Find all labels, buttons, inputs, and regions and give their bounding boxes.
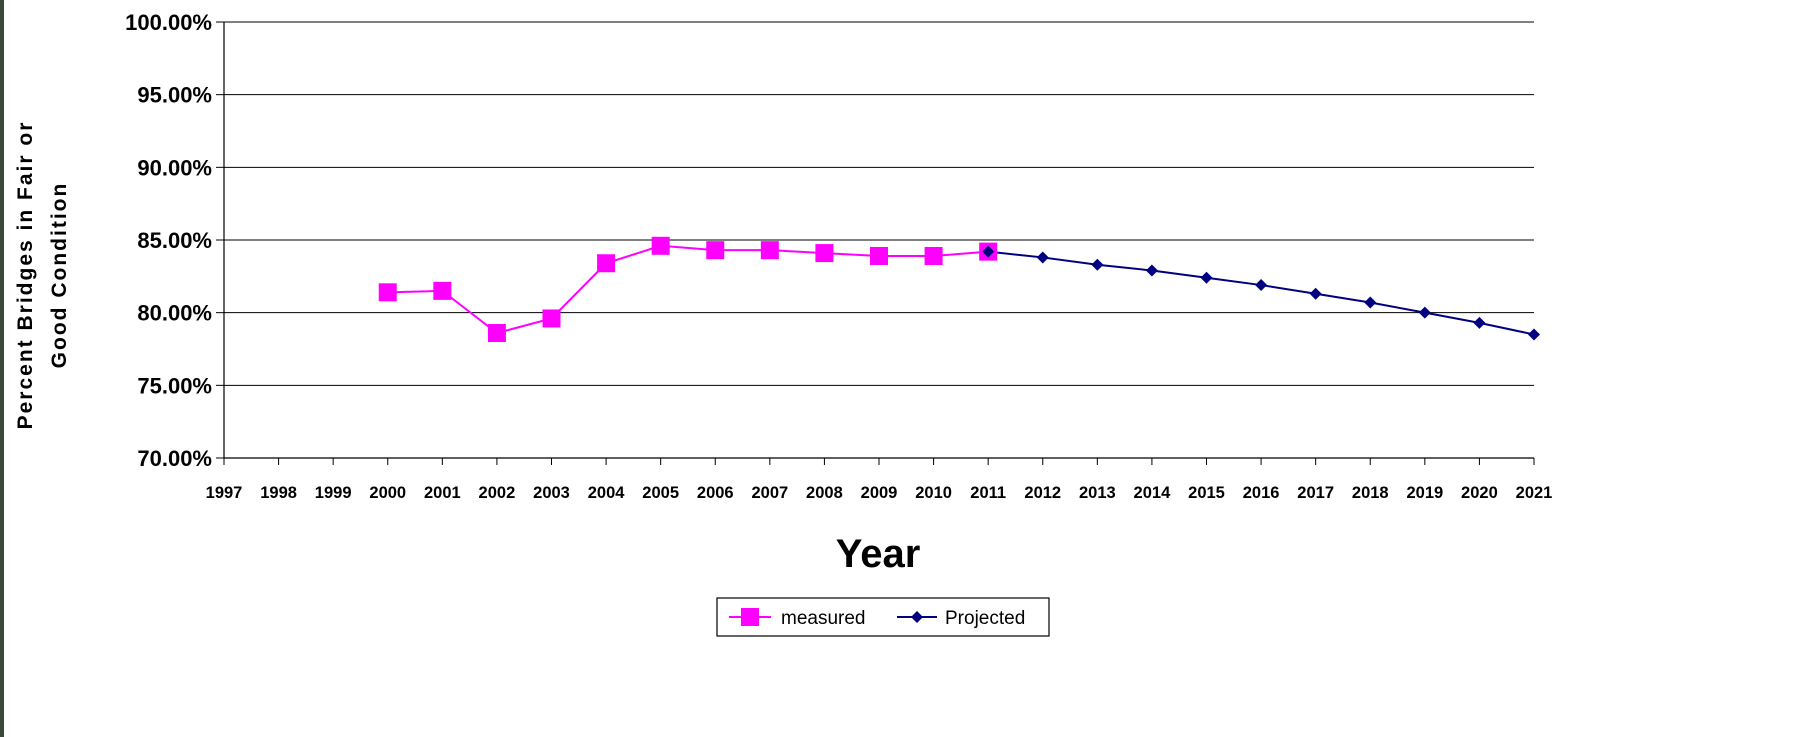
x-tick-label: 2005 xyxy=(642,484,679,502)
x-tick-label: 2012 xyxy=(1024,484,1061,502)
point-measured-2007 xyxy=(760,241,779,260)
point-measured-2009 xyxy=(870,246,888,265)
y-tick-label: 75.00% xyxy=(137,373,212,398)
legend-measured-marker xyxy=(741,608,759,626)
window-left-border xyxy=(0,0,4,737)
y-axis-tick-labels: 70.00% 75.00% 80.00% 85.00% 90.00% 95.00% 100.… xyxy=(125,10,212,471)
series-line-projected xyxy=(988,250,1535,336)
point-measured-2006 xyxy=(706,241,725,260)
y-tick-label: 85.00% xyxy=(137,228,212,253)
x-tick-label: 2009 xyxy=(861,484,898,502)
point-projected-2017 xyxy=(1309,287,1322,300)
point-projected-2015 xyxy=(1200,271,1213,284)
legend-projected-label: Projected xyxy=(945,608,1025,629)
y-tick-label: 70.00% xyxy=(137,446,212,471)
point-projected-2016 xyxy=(1255,279,1268,292)
x-tick-label: 2020 xyxy=(1461,484,1498,502)
x-tick-label: 2004 xyxy=(588,484,626,502)
series xyxy=(378,236,1540,343)
point-measured-2010 xyxy=(924,246,943,265)
y-tick-label: 90.00% xyxy=(137,155,212,180)
x-tick-label: 2001 xyxy=(424,484,461,502)
point-projected-2012 xyxy=(1036,251,1049,264)
x-tick-label: 2010 xyxy=(915,484,952,502)
point-projected-2013 xyxy=(1091,258,1104,271)
legend-measured-label: measured xyxy=(781,608,866,629)
legend-box xyxy=(716,597,1050,637)
series-line-measured xyxy=(387,244,989,335)
point-measured-2004 xyxy=(597,254,616,273)
point-projected-overlay-2011 xyxy=(982,245,995,258)
x-tick-label: 1997 xyxy=(206,484,243,502)
point-projected-2019 xyxy=(1418,306,1431,319)
x-tick-label: 2013 xyxy=(1079,484,1116,502)
point-projected-2021 xyxy=(1528,328,1540,341)
gridlines xyxy=(224,21,1534,386)
x-tick-label: 2019 xyxy=(1406,484,1443,502)
point-measured-2005 xyxy=(651,236,670,255)
axes xyxy=(216,21,1535,465)
x-axis-tick-labels: 1997 1998 1999 2000 2001 2002 2003 2004 2005 2006… xyxy=(206,484,1553,502)
point-projected-2020 xyxy=(1473,316,1486,329)
point-projected-2018 xyxy=(1364,296,1377,309)
point-projected-2014 xyxy=(1145,264,1158,277)
x-tick-label: 2016 xyxy=(1243,484,1280,502)
x-tick-label: 1998 xyxy=(260,484,297,502)
x-axis-title: Year xyxy=(836,532,921,576)
x-tick-label: 2002 xyxy=(479,484,516,502)
x-tick-label: 2007 xyxy=(751,484,788,502)
x-tick-label: 2003 xyxy=(533,484,570,502)
x-tick-label: 2008 xyxy=(806,484,843,502)
x-tick-label: 1999 xyxy=(315,484,352,502)
x-tick-label: 2017 xyxy=(1297,484,1334,502)
x-tick-label: 2021 xyxy=(1516,484,1553,502)
point-measured-2002 xyxy=(487,324,506,343)
legend-projected-marker xyxy=(911,611,923,623)
x-tick-label: 2011 xyxy=(970,484,1006,502)
x-tick-label: 2015 xyxy=(1188,484,1225,502)
point-measured-2000 xyxy=(378,283,397,302)
y-tick-label: 100.00% xyxy=(125,10,212,35)
y-axis-label-line2: Good Condition xyxy=(48,182,71,369)
x-tick-label: 2006 xyxy=(697,484,734,502)
x-tick-label: 2014 xyxy=(1134,484,1172,502)
x-tick-label: 2018 xyxy=(1352,484,1389,502)
x-tick-label: 2000 xyxy=(369,484,406,502)
point-measured-2001 xyxy=(433,281,452,300)
legend: measured Projected xyxy=(716,597,1050,637)
point-measured-2008 xyxy=(815,244,834,263)
y-tick-label: 95.00% xyxy=(137,83,212,108)
y-tick-label: 80.00% xyxy=(137,301,212,326)
y-axis-label-line1: Percent Bridges in Fair or xyxy=(14,121,37,430)
point-measured-2003 xyxy=(542,309,561,328)
